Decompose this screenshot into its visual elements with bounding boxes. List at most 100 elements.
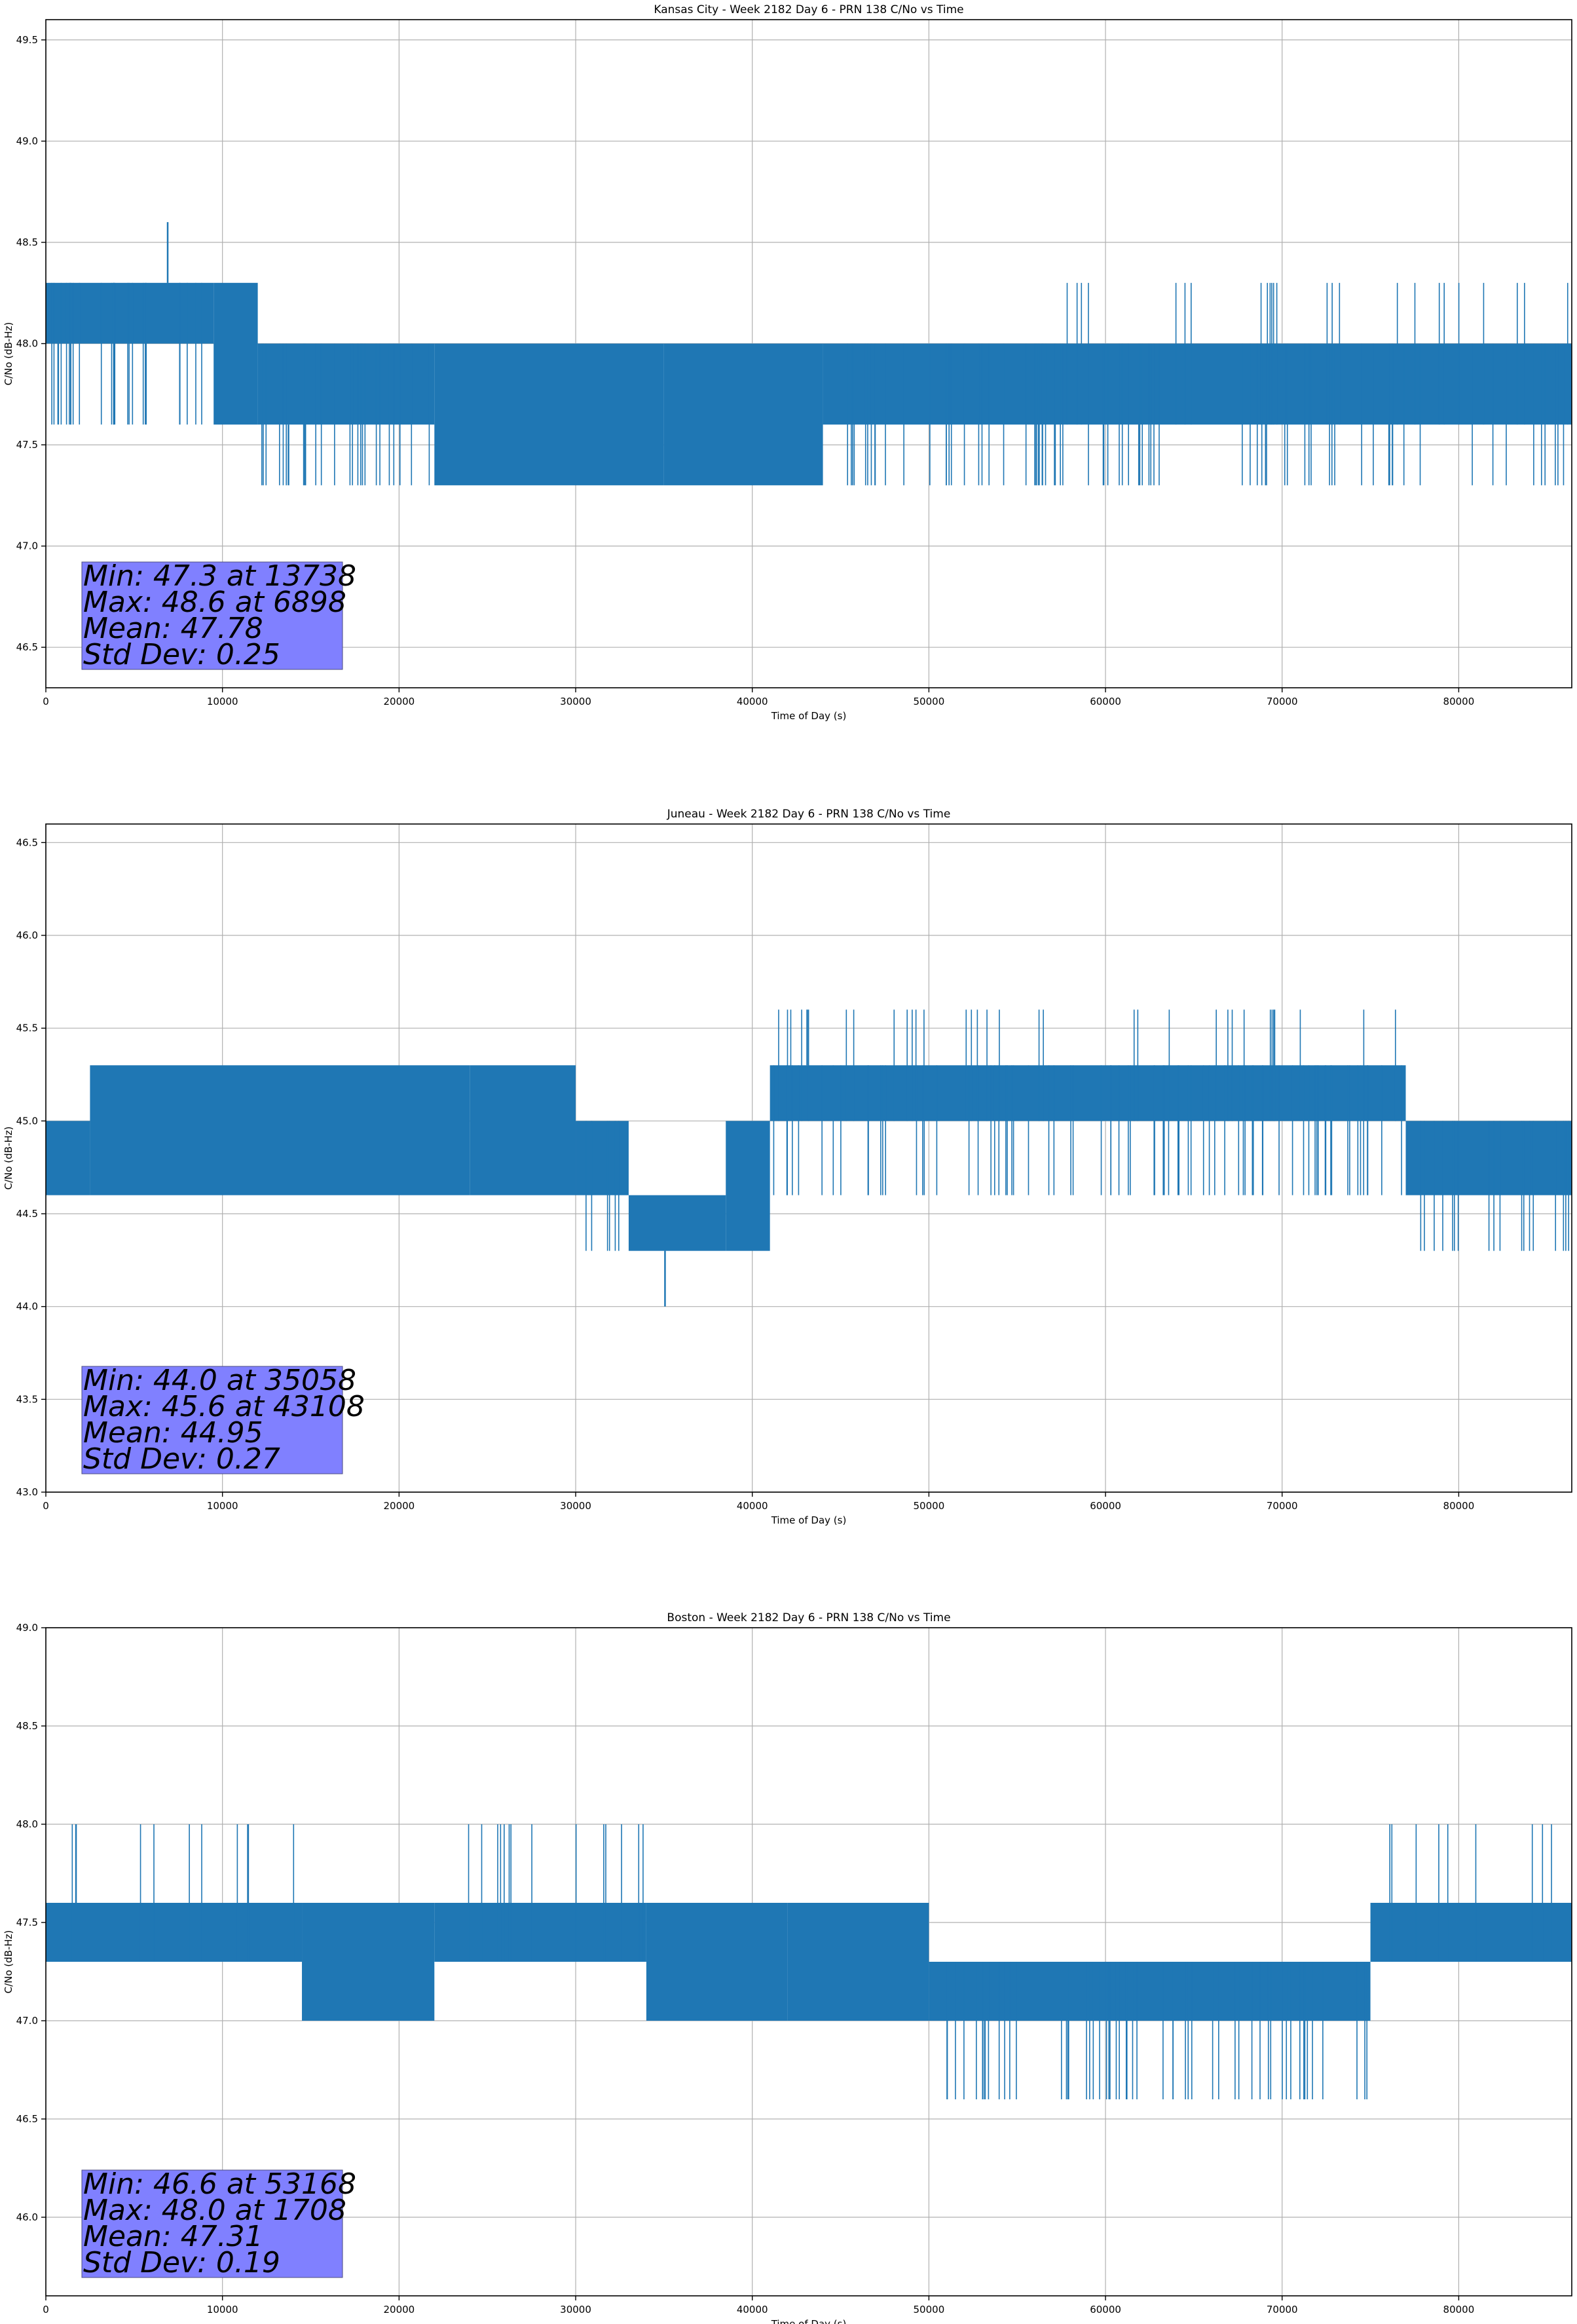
cno-band <box>1370 1903 1572 1962</box>
y-tick-label: 44.0 <box>16 1301 38 1313</box>
x-tick-label: 80000 <box>1443 696 1475 707</box>
y-tick-label: 48.0 <box>16 338 38 350</box>
cno-band <box>726 1121 770 1251</box>
y-tick-label: 46.0 <box>16 929 38 941</box>
plot-frame <box>45 19 1572 688</box>
y-tick-label: 45.5 <box>16 1022 38 1034</box>
x-tick-label: 60000 <box>1090 2304 1121 2315</box>
cno-band <box>663 343 823 485</box>
axes: 0 10000 20000 30000 40000 50000 60000 70000 8000… <box>16 19 1572 707</box>
plot-frame <box>45 1627 1572 2296</box>
y-tick-label: 47.5 <box>16 1917 38 1928</box>
x-tick-label: 70000 <box>1267 2304 1298 2315</box>
stats-box: Min: 46.6 at 53168 Max: 48.0 at 1708 Mea… <box>81 2167 356 2279</box>
y-tick-label: 47.5 <box>16 439 38 451</box>
chart-title: Juneau - Week 2182 Day 6 - PRN 138 C/No … <box>667 808 951 821</box>
cno-band <box>90 1065 470 1195</box>
stats-box-background <box>81 1366 343 1474</box>
x-tick-label: 40000 <box>737 696 768 707</box>
y-tick-label: 43.0 <box>16 1486 38 1498</box>
cno-band <box>213 282 258 425</box>
x-tick-label: 0 <box>43 1500 49 1512</box>
x-tick-label: 10000 <box>207 2304 238 2315</box>
x-tick-label: 30000 <box>560 2304 591 2315</box>
y-tick-label: 48.5 <box>16 1720 38 1732</box>
cno-band <box>787 1903 929 2021</box>
cno-band <box>823 343 1035 425</box>
x-tick-label: 60000 <box>1090 696 1121 707</box>
cno-band <box>46 282 214 344</box>
cno-band <box>470 1065 576 1195</box>
x-axis-label: Time of Day (s) <box>771 1514 847 1526</box>
x-tick-label: 80000 <box>1443 2304 1475 2315</box>
y-tick-label: 49.5 <box>16 34 38 46</box>
chart-title: Kansas City - Week 2182 Day 6 - PRN 138 … <box>654 3 963 16</box>
data-series <box>46 222 1572 485</box>
y-tick-label: 48.0 <box>16 1818 38 1830</box>
x-tick-label: 50000 <box>914 696 945 707</box>
stats-mean-line: Mean: 44.95 <box>83 1416 263 1450</box>
chart-panel-boston: Boston - Week 2182 Day 6 - PRN 138 C/No … <box>3 1611 1572 2324</box>
data-series <box>46 1009 1572 1307</box>
x-tick-label: 30000 <box>560 1500 591 1512</box>
stats-box: Min: 47.3 at 13738 Max: 48.6 at 6898 Mea… <box>81 559 356 671</box>
cno-band <box>646 1903 788 2021</box>
x-tick-label: 10000 <box>207 1500 238 1512</box>
stats-box-background <box>81 561 343 670</box>
x-tick-label: 30000 <box>560 696 591 707</box>
stats-max-line: Max: 48.0 at 1708 <box>83 2194 346 2227</box>
cno-band <box>434 343 664 485</box>
data-series <box>46 1824 1572 2099</box>
x-tick-label: 40000 <box>737 1500 768 1512</box>
cno-band <box>929 1962 1371 2021</box>
x-tick-label: 20000 <box>383 2304 415 2315</box>
y-axis-label: C/No (dB-Hz) <box>3 322 14 386</box>
stats-min-line: Min: 44.0 at 35058 <box>83 1364 356 1397</box>
x-tick-label: 40000 <box>737 2304 768 2315</box>
y-tick-label: 46.5 <box>16 836 38 848</box>
stats-box: Min: 44.0 at 35058 Max: 45.6 at 43108 Me… <box>81 1364 365 1476</box>
stats-min-line: Min: 46.6 at 53168 <box>83 2167 356 2201</box>
x-tick-label: 20000 <box>383 1500 415 1512</box>
cno-band <box>576 1121 629 1195</box>
y-tick-label: 46.5 <box>16 641 38 653</box>
x-tick-label: 0 <box>43 696 49 707</box>
cno-band <box>46 1121 90 1195</box>
stats-box-background <box>81 2169 343 2278</box>
chart-title: Boston - Week 2182 Day 6 - PRN 138 C/No … <box>667 1611 950 1624</box>
x-tick-label: 50000 <box>914 2304 945 2315</box>
cno-band <box>628 1195 726 1251</box>
stats-mean-line: Mean: 47.31 <box>83 2220 263 2253</box>
chart-panel-juneau: Juneau - Week 2182 Day 6 - PRN 138 C/No … <box>3 808 1572 1526</box>
x-tick-label: 10000 <box>207 696 238 707</box>
x-tick-label: 70000 <box>1267 1500 1298 1512</box>
y-tick-label: 48.5 <box>16 236 38 248</box>
y-axis-label: C/No (dB-Hz) <box>3 1930 14 1994</box>
stats-max-line: Max: 45.6 at 43108 <box>83 1390 365 1423</box>
y-tick-label: 47.0 <box>16 2015 38 2027</box>
cno-band <box>1035 343 1572 425</box>
x-axis-label: Time of Day (s) <box>771 2318 847 2324</box>
y-tick-label: 49.0 <box>16 1622 38 1634</box>
x-tick-label: 70000 <box>1267 696 1298 707</box>
plot-frame <box>45 823 1572 1493</box>
cno-band <box>770 1065 1406 1121</box>
cno-band <box>257 343 435 425</box>
y-axis-label: C/No (dB-Hz) <box>3 1127 14 1190</box>
stats-std-line: Std Dev: 0.27 <box>83 1442 280 1476</box>
grid-lines <box>45 20 1572 688</box>
x-tick-label: 0 <box>43 2304 49 2315</box>
x-tick-label: 80000 <box>1443 1500 1475 1512</box>
stats-std-line: Std Dev: 0.25 <box>83 638 280 671</box>
stats-min-line: Min: 47.3 at 13738 <box>83 559 356 593</box>
axes: 0 10000 20000 30000 40000 50000 60000 70000 8000… <box>16 1622 1572 2315</box>
y-tick-label: 45.0 <box>16 1115 38 1127</box>
x-tick-label: 20000 <box>383 696 415 707</box>
axes: 0 10000 20000 30000 40000 50000 60000 70000 8000… <box>16 823 1572 1512</box>
x-tick-label: 50000 <box>914 1500 945 1512</box>
y-tick-label: 46.5 <box>16 2113 38 2125</box>
cno-band <box>434 1903 646 1962</box>
chart-panel-kansas-city: Kansas City - Week 2182 Day 6 - PRN 138 … <box>3 3 1572 722</box>
y-tick-label: 46.0 <box>16 2211 38 2223</box>
